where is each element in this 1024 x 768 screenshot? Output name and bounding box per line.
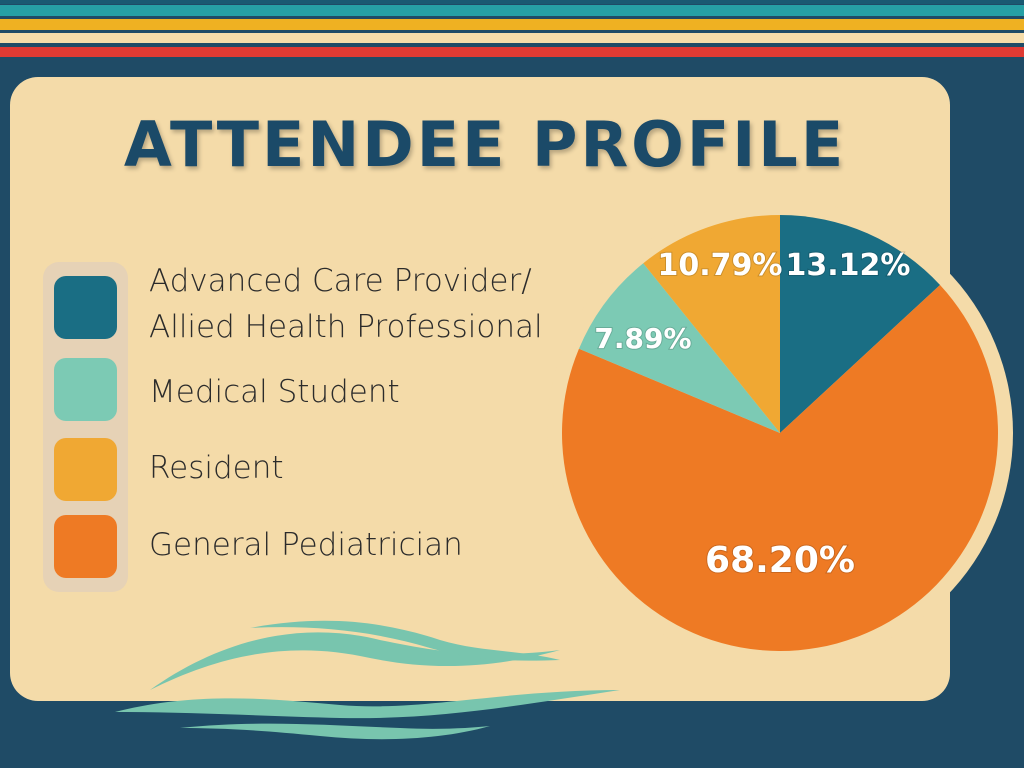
pie-label-0: 13.12% xyxy=(786,248,911,283)
legend-swatch-medical-student xyxy=(54,358,117,421)
stripe-dark xyxy=(0,0,1024,4)
stripe-cream xyxy=(0,33,1024,43)
pie-label-3: 10.79% xyxy=(658,248,783,283)
legend-label-medical-student: Medical Student xyxy=(149,374,400,410)
stripe-teal xyxy=(0,5,1024,16)
legend-swatch-resident xyxy=(54,438,117,501)
legend-swatch-general-pediatrician xyxy=(54,515,117,578)
legend-label-general-pediatrician: General Pediatrician xyxy=(149,527,463,563)
waves-decoration xyxy=(115,620,620,740)
pie-slice-2 xyxy=(578,263,780,433)
pie-label-1: 68.20% xyxy=(705,540,855,581)
legend-swatch-acp xyxy=(54,276,117,339)
pie-slice-3 xyxy=(643,215,780,433)
pie-slice-0 xyxy=(780,215,941,433)
pie-label-2: 7.89% xyxy=(594,322,691,355)
legend-label-acp-line2: Allied Health Professional xyxy=(149,309,543,345)
pie-slice-1 xyxy=(561,284,998,651)
stripe-yellow xyxy=(0,19,1024,30)
legend-label-acp-line1: Advanced Care Provider/ xyxy=(149,263,532,299)
chart-title: ATTENDEE PROFILE xyxy=(123,108,847,181)
legend-label-resident: Resident xyxy=(149,450,284,486)
stripe-red xyxy=(0,47,1024,57)
